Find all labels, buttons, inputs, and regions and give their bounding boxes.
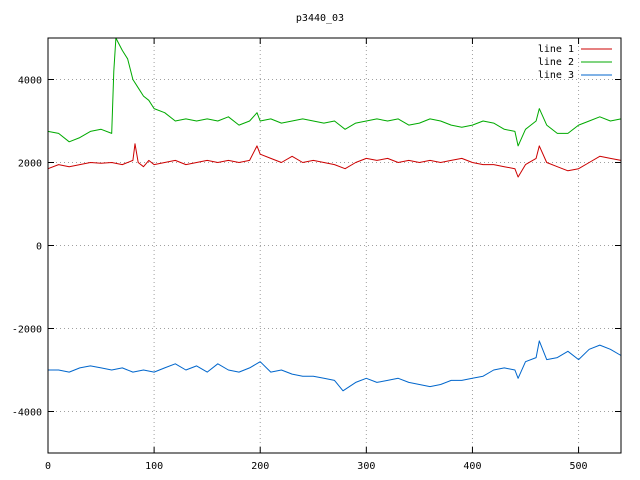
- y-tick-label: 4000: [18, 76, 42, 87]
- plot-frame: [47, 37, 622, 454]
- series-line-3: [48, 340, 622, 392]
- legend-label-1: line 1: [538, 44, 574, 55]
- legend: line 1 line 2 line 3: [538, 44, 612, 81]
- chart-title: p3440_03: [296, 13, 344, 24]
- series-line-1: [47, 143, 622, 178]
- grid-lines: [48, 38, 621, 453]
- x-tick-label: 500: [570, 461, 588, 472]
- x-tick-label: 100: [145, 461, 163, 472]
- x-tick-label: 400: [463, 461, 481, 472]
- series-line-2: [47, 37, 622, 147]
- y-tick-label: 0: [36, 242, 42, 253]
- y-tick-label: -2000: [12, 325, 42, 336]
- y-tick-label: -4000: [12, 408, 42, 419]
- x-tick-label: 0: [45, 461, 51, 472]
- legend-label-3: line 3: [538, 70, 574, 81]
- axis-ticks: 0 100 200 300 400 500 -4000 -2000 0 2000 4000: [12, 38, 621, 472]
- y-tick-label: 2000: [18, 159, 42, 170]
- legend-label-2: line 2: [538, 57, 574, 68]
- series-lines: [47, 37, 622, 392]
- x-tick-label: 200: [251, 461, 269, 472]
- x-tick-label: 300: [357, 461, 375, 472]
